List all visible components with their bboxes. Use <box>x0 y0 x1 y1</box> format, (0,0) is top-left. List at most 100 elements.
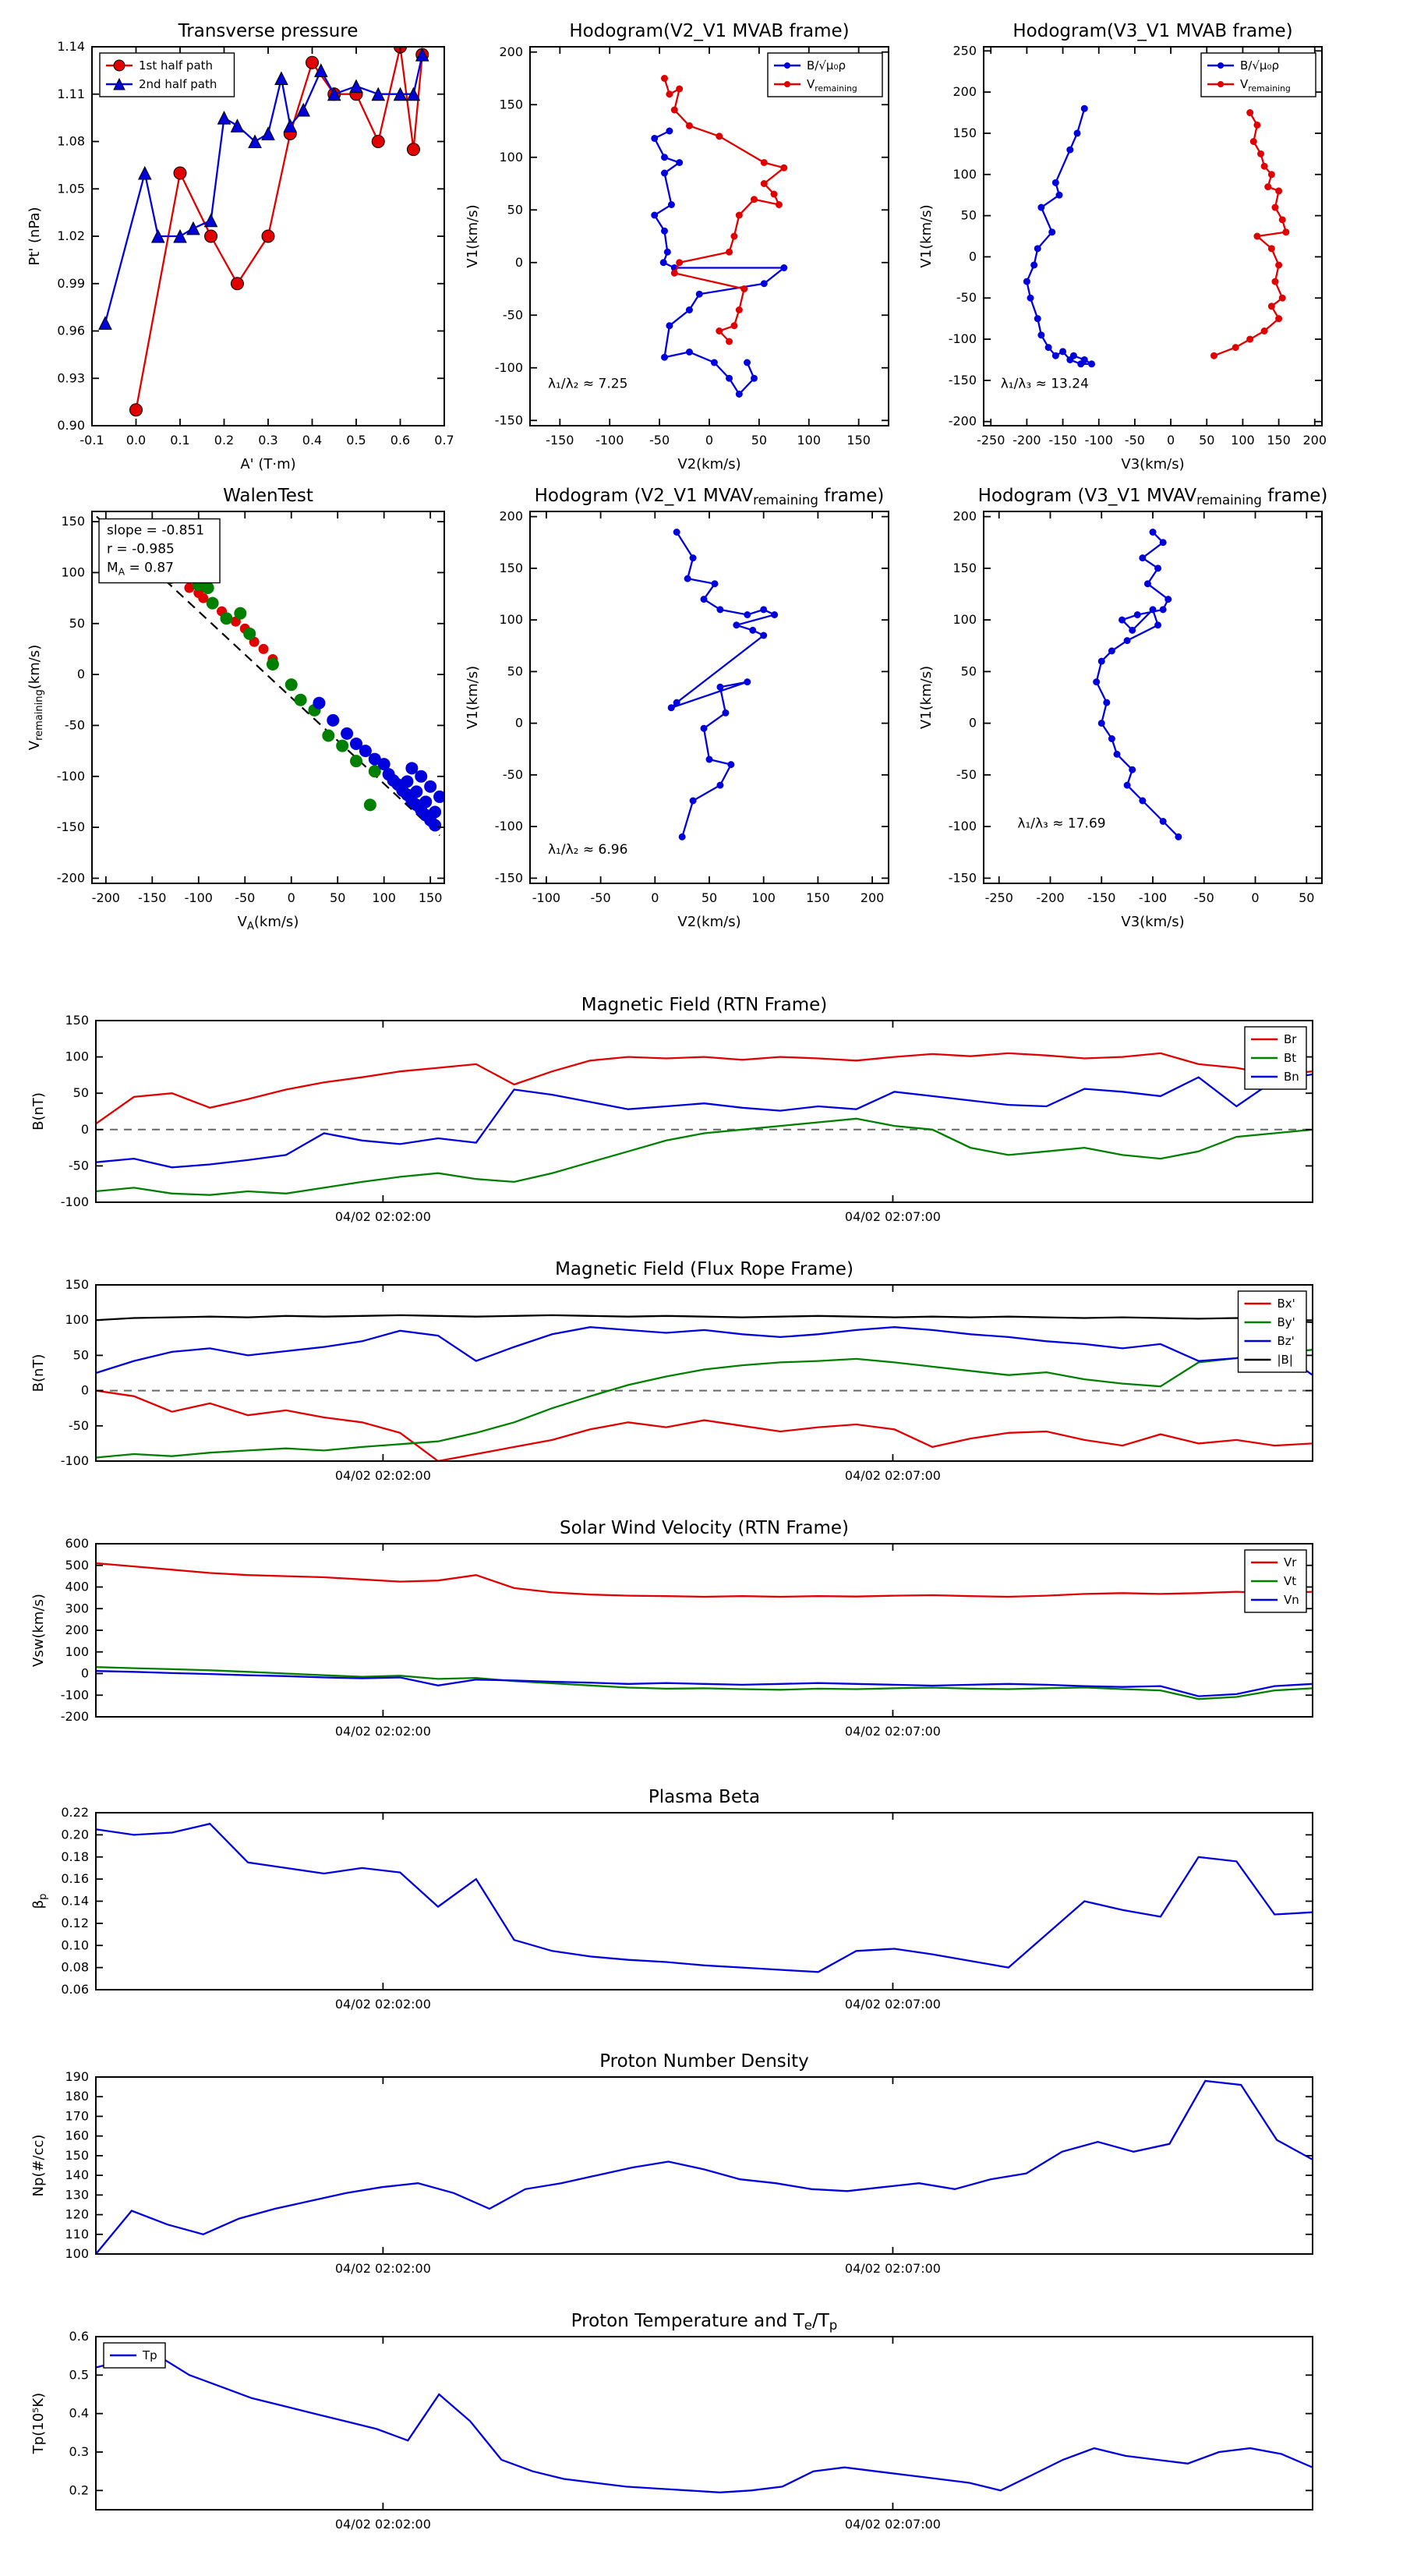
svg-text:V2(km/s): V2(km/s) <box>677 456 740 472</box>
svg-text:VA(km/s): VA(km/s) <box>238 914 299 932</box>
svg-text:V3(km/s): V3(km/s) <box>1121 456 1184 472</box>
svg-text:0.93: 0.93 <box>57 370 85 385</box>
svg-text:-150: -150 <box>949 870 977 885</box>
svg-text:-200: -200 <box>57 870 85 885</box>
walen-test-stats-box: slope = -0.851 r = -0.985 MA = 0.87 <box>98 518 221 584</box>
svg-text:0.2: 0.2 <box>214 433 234 448</box>
svg-text:Bn: Bn <box>1284 1070 1299 1084</box>
svg-text:Vn: Vn <box>1284 1593 1299 1607</box>
svg-text:Proton Number Density: Proton Number Density <box>599 2051 809 2072</box>
svg-text:-100: -100 <box>595 433 624 448</box>
svg-text:500: 500 <box>65 1558 89 1573</box>
hodogram-v2v1-mvab: -150 -100 -50 0 50 100 150 -150 -100 -50 0 50 100 150… <box>465 21 889 472</box>
svg-text:150: 150 <box>806 890 830 905</box>
svg-text:-50: -50 <box>1194 890 1214 905</box>
svg-text:50: 50 <box>961 663 977 678</box>
svg-text:0: 0 <box>651 890 659 905</box>
svg-text:200: 200 <box>499 509 523 524</box>
svg-text:-100: -100 <box>61 1687 89 1702</box>
svg-text:Magnetic Field (Flux Rope Fram: Magnetic Field (Flux Rope Frame) <box>555 1259 853 1279</box>
svg-text:150: 150 <box>61 514 85 529</box>
svg-text:150: 150 <box>846 433 871 448</box>
svg-text:r = -0.985: r = -0.985 <box>107 542 175 557</box>
transverse-pressure: -0.1 0.0 0.1 0.2 0.3 0.4 0.5 0.6 0.7 0.90 0.93 0.96… <box>27 21 454 472</box>
svg-text:-100: -100 <box>949 331 977 346</box>
svg-text:150: 150 <box>499 97 523 111</box>
svg-text:50: 50 <box>751 433 767 448</box>
svg-text:0: 0 <box>77 667 85 681</box>
svg-text:04/02 02:02:00: 04/02 02:02:00 <box>335 1997 431 2012</box>
svg-text:Vremaining: Vremaining <box>1240 77 1291 94</box>
svg-text:04/02 02:07:00: 04/02 02:07:00 <box>845 1209 941 1224</box>
svg-text:110: 110 <box>65 2227 89 2242</box>
svg-text:Magnetic Field (RTN Frame): Magnetic Field (RTN Frame) <box>581 995 828 1015</box>
svg-text:0.12: 0.12 <box>61 1916 89 1930</box>
svg-text:2nd half path: 2nd half path <box>139 77 217 91</box>
svg-text:150: 150 <box>952 561 977 575</box>
magnetic-field-flux-rope-legend: Bx' By' Bz' |B| <box>1237 1290 1307 1373</box>
svg-text:0: 0 <box>81 1122 89 1137</box>
svg-text:50: 50 <box>702 890 717 905</box>
svg-text:170: 170 <box>65 2108 89 2123</box>
svg-text:0.1: 0.1 <box>170 433 189 448</box>
svg-text:04/02 02:02:00: 04/02 02:02:00 <box>335 1209 431 1224</box>
svg-text:200: 200 <box>499 44 523 59</box>
svg-text:A' (T·m): A' (T·m) <box>240 456 295 472</box>
svg-text:190: 190 <box>65 2069 89 2084</box>
svg-text:0.7: 0.7 <box>434 433 454 448</box>
transverse-pressure-plot-area <box>98 47 429 417</box>
hodogram-v2v1-mvav-plot-area <box>667 529 779 840</box>
svg-text:λ₁/λ₃ ≈ 17.69: λ₁/λ₃ ≈ 17.69 <box>1017 816 1105 831</box>
svg-text:0.10: 0.10 <box>61 1937 89 1952</box>
proton-temperature-legend: Tp <box>103 2342 166 2369</box>
hodogram-v3v1-mvab-plot-area <box>1023 104 1290 368</box>
hodogram-v2v1-mvav: -100 -50 0 50 100 150 200 -150 -100 -50 0 50 100 150 2… <box>465 486 889 930</box>
svg-text:V1(km/s): V1(km/s) <box>465 666 481 729</box>
svg-text:Vremaining: Vremaining <box>807 77 857 94</box>
svg-text:-150: -150 <box>495 412 523 427</box>
svg-text:0: 0 <box>81 1383 89 1398</box>
svg-text:-100: -100 <box>1085 433 1113 448</box>
proton-number-density-plot-area <box>96 2079 1313 2254</box>
svg-text:100: 100 <box>65 1049 89 1064</box>
svg-text:-100: -100 <box>185 890 213 905</box>
svg-text:1.14: 1.14 <box>57 39 85 54</box>
svg-text:Bz': Bz' <box>1278 1334 1295 1348</box>
hodogram-v3v1-mvav-plot-area <box>1093 529 1182 840</box>
svg-text:300: 300 <box>65 1601 89 1615</box>
svg-text:150: 150 <box>65 2148 89 2163</box>
svg-text:50: 50 <box>73 1085 89 1100</box>
svg-text:0.90: 0.90 <box>57 418 85 433</box>
svg-text:-100: -100 <box>495 819 523 833</box>
svg-text:-50: -50 <box>69 1158 89 1173</box>
svg-text:250: 250 <box>952 43 977 58</box>
svg-text:1.02: 1.02 <box>57 228 85 243</box>
svg-text:0: 0 <box>515 716 523 731</box>
svg-text:0.20: 0.20 <box>61 1827 89 1842</box>
svg-text:0.08: 0.08 <box>61 1960 89 1975</box>
hodogram-v3v1-mvab: -250 -200 -150 -100 -50 0 50 100 150 200-200-150-… <box>918 21 1327 472</box>
svg-text:-200: -200 <box>61 1709 89 1724</box>
svg-text:-50: -50 <box>956 767 977 782</box>
svg-text:0.2: 0.2 <box>69 2482 89 2497</box>
svg-text:Pt' (nPa): Pt' (nPa) <box>27 207 43 265</box>
magnetic-field-rtn-plot-area <box>96 1052 1313 1196</box>
svg-text:0: 0 <box>969 249 977 264</box>
svg-text:120: 120 <box>65 2207 89 2222</box>
svg-text:150: 150 <box>499 561 523 575</box>
svg-text:1.11: 1.11 <box>57 87 85 101</box>
hodogram-v3v1-mvab-legend: B/√μ₀ρ Vremaining <box>1200 52 1316 97</box>
svg-text:-100: -100 <box>949 819 977 833</box>
svg-text:160: 160 <box>65 2128 89 2143</box>
svg-text:100: 100 <box>65 1312 89 1327</box>
svg-text:400: 400 <box>65 1580 89 1594</box>
svg-text:0: 0 <box>81 1666 89 1681</box>
proton-temperature-plot-area <box>96 2355 1313 2493</box>
svg-text:04/02 02:07:00: 04/02 02:07:00 <box>845 1724 941 1739</box>
svg-text:Bt: Bt <box>1284 1051 1296 1065</box>
svg-text:0.3: 0.3 <box>258 433 277 448</box>
hodogram-v2v1-mvab-plot-area <box>651 75 788 398</box>
svg-text:100: 100 <box>952 612 977 627</box>
svg-text:0.3: 0.3 <box>69 2444 89 2459</box>
